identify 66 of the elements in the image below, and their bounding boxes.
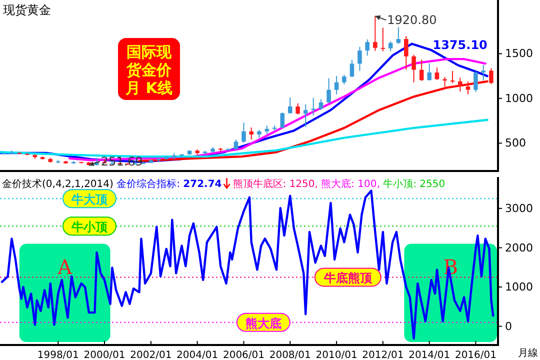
candlestick bbox=[412, 54, 416, 83]
y-tick-label: 1000 bbox=[505, 280, 533, 294]
candlestick bbox=[242, 122, 246, 144]
ref-line-label: 牛小顶 bbox=[70, 220, 108, 234]
candlestick bbox=[434, 67, 440, 80]
candlestick bbox=[249, 127, 254, 140]
candlestick bbox=[404, 36, 408, 70]
candlestick bbox=[234, 139, 238, 150]
candlestick bbox=[450, 70, 455, 84]
annotation: 1375.10 bbox=[432, 38, 488, 52]
candlestick bbox=[388, 40, 393, 52]
candlestick bbox=[458, 77, 462, 92]
annotation: 272.74 bbox=[183, 179, 222, 190]
candlestick bbox=[489, 68, 494, 85]
text: 月線 bbox=[518, 348, 538, 359]
candlestick bbox=[280, 112, 284, 128]
line-series bbox=[0, 118, 488, 158]
x-tick-label: 2010/01 bbox=[316, 350, 358, 360]
y-tick-label: 0 bbox=[505, 320, 512, 333]
y-tick-label: 1500 bbox=[505, 47, 533, 60]
candlestick bbox=[318, 98, 324, 111]
band-label: A bbox=[56, 254, 73, 279]
y-tick-label: 2000 bbox=[505, 241, 533, 254]
candlestick bbox=[427, 62, 432, 81]
candlestick bbox=[373, 16, 378, 52]
annotation: 国际现货金价月 K线 bbox=[124, 43, 172, 97]
y-tick-label: 500 bbox=[505, 136, 526, 150]
candlestick bbox=[481, 64, 486, 82]
candlestick bbox=[380, 27, 386, 52]
x-tick-label: 2008/01 bbox=[269, 350, 311, 360]
y-tick-label: 3000 bbox=[505, 202, 533, 215]
annotation: 1920.80 bbox=[387, 13, 437, 28]
annotation: 251.69 bbox=[100, 154, 143, 168]
x-tick-label: 2014/01 bbox=[408, 350, 450, 360]
candlestick bbox=[419, 59, 424, 82]
ref-line-label: 牛底熊顶 bbox=[322, 271, 373, 286]
x-tick-label: 2016/01 bbox=[454, 350, 496, 360]
candlestick bbox=[288, 96, 292, 114]
x-tick-label: 1998/01 bbox=[37, 350, 79, 360]
candlestick bbox=[342, 74, 346, 85]
candlestick bbox=[350, 59, 354, 78]
x-tick-label: 2004/01 bbox=[176, 350, 218, 360]
chart-title: 金价技术(0,4,2,1,2014) bbox=[2, 178, 117, 190]
x-tick-label: 2012/01 bbox=[362, 350, 404, 360]
text: 金价综合指标: bbox=[116, 178, 184, 190]
candlestick bbox=[296, 102, 300, 116]
annotation: 熊大底: 100, bbox=[321, 178, 384, 190]
candlestick bbox=[365, 38, 370, 56]
candlestick bbox=[396, 26, 401, 44]
candlestick bbox=[442, 76, 447, 88]
candlestick bbox=[326, 78, 331, 104]
candlestick bbox=[474, 70, 478, 92]
ref-line-label: 熊大底 bbox=[245, 316, 282, 330]
x-tick-label: 2002/01 bbox=[130, 350, 172, 360]
x-tick-label: 2006/01 bbox=[222, 350, 265, 360]
candlestick bbox=[358, 46, 362, 72]
line-series bbox=[0, 190, 494, 340]
annotation: 牛小顶: 2550 bbox=[383, 178, 446, 190]
chart-title: 现货黄金 bbox=[3, 3, 51, 17]
candlestick bbox=[466, 80, 470, 95]
x-tick-label: 2000/01 bbox=[84, 350, 126, 360]
ref-line-label: 牛大顶 bbox=[70, 192, 108, 207]
annotation: 熊顶牛底区: 1250, bbox=[232, 178, 322, 190]
candlestick bbox=[303, 104, 308, 128]
candlestick bbox=[334, 76, 339, 95]
y-tick-label: 1000 bbox=[505, 92, 533, 105]
